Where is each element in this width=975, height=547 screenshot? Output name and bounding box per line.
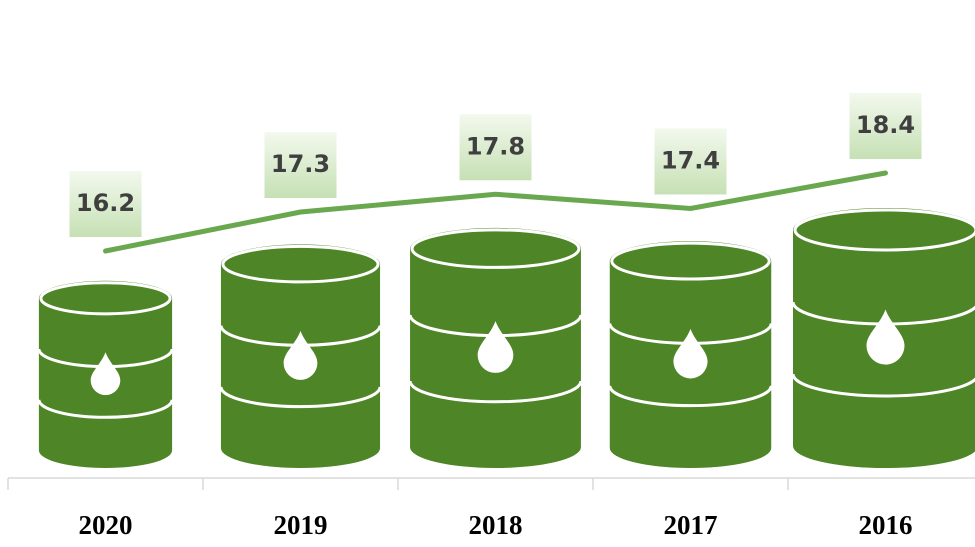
barrel: [37, 280, 174, 469]
value-label-box: [69, 171, 142, 237]
value-label: 17.4: [661, 146, 720, 174]
barrel-band: [608, 385, 773, 408]
value-label: 18.4: [856, 111, 915, 139]
value-label: 17.3: [271, 150, 330, 178]
drop-icon: [673, 328, 708, 379]
trend-line: [103, 170, 888, 254]
barrel-band: [408, 380, 583, 404]
value-label: 16.2: [76, 189, 135, 217]
x-tick-label: 2019: [274, 510, 328, 540]
barrel-lid: [410, 228, 581, 269]
x-tick-label: 2016: [859, 510, 913, 540]
drop-icon: [477, 321, 514, 373]
barrel-lid: [39, 281, 172, 316]
value-label-box: [849, 93, 922, 159]
x-tick-label: 2018: [469, 510, 523, 540]
value-label-box: [459, 114, 532, 181]
barrel: [608, 241, 773, 469]
x-tick-label: 2017: [664, 510, 718, 540]
barrel-band: [791, 373, 975, 398]
barrel-band: [219, 386, 382, 409]
barrel-lid: [793, 208, 975, 252]
value-label-box: [264, 132, 337, 198]
barrel: [791, 208, 975, 468]
drop-icon: [90, 352, 121, 396]
barrel: [408, 227, 583, 468]
x-tick-label: 2020: [79, 510, 133, 540]
barrel: [219, 244, 382, 468]
barrel-lid: [610, 241, 771, 281]
value-label-box: [654, 128, 727, 195]
value-label: 17.8: [466, 132, 525, 160]
drop-icon: [866, 309, 905, 365]
barrel-lid: [221, 244, 380, 284]
barrel-band: [37, 399, 174, 419]
drop-icon: [283, 330, 318, 380]
